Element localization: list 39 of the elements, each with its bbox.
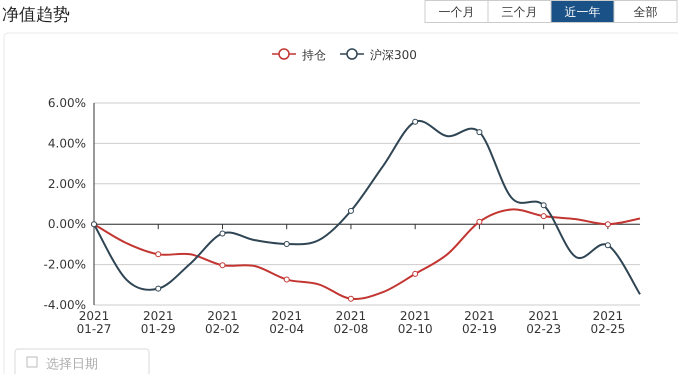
point <box>155 251 162 258</box>
point <box>348 296 354 302</box>
x-tick-label: 2021 02-10 <box>398 309 433 336</box>
text: 选择日期 <box>46 357 98 372</box>
point <box>476 129 482 136</box>
point <box>284 276 290 283</box>
point <box>412 270 418 277</box>
y-tick-label: -4.00% <box>44 298 86 312</box>
y-tick-label: 2.00% <box>48 176 86 191</box>
point <box>284 240 290 247</box>
x-tick-label: 2021 02-25 <box>590 309 626 336</box>
y-tick-label: -2.00% <box>44 258 86 272</box>
legend-label: 沪深300 <box>370 48 417 62</box>
y-tick-label: 0.00% <box>48 217 86 232</box>
point <box>219 262 226 268</box>
point <box>348 208 354 214</box>
x-tick-label: 2021 02-02 <box>205 309 240 336</box>
legend-label: 持仓 <box>302 48 326 62</box>
x-tick-label: 2021 01-27 <box>76 309 112 336</box>
text: 近一年 <box>564 5 600 19</box>
point <box>540 213 547 220</box>
y-tick-label: 6.00% <box>48 96 86 110</box>
text: 三个月 <box>502 5 538 19</box>
point <box>155 286 162 292</box>
text: 全部 <box>634 5 658 19</box>
point <box>412 118 418 125</box>
point <box>604 221 611 228</box>
text: 一个月 <box>438 5 474 19</box>
y-tick-label: 4.00% <box>48 136 86 150</box>
chart-title: 净值趋势 <box>2 5 70 25</box>
x-tick-label: 2021 02-23 <box>526 309 562 336</box>
x-tick-label: 2021 02-19 <box>462 309 497 336</box>
point <box>476 218 482 225</box>
x-tick-label: 2021 02-08 <box>334 309 368 336</box>
x-tick-label: 2021 02-04 <box>269 309 304 336</box>
point <box>604 242 611 248</box>
point <box>540 202 547 208</box>
x-tick-label: 2021 01-29 <box>140 309 176 336</box>
point <box>219 230 226 236</box>
